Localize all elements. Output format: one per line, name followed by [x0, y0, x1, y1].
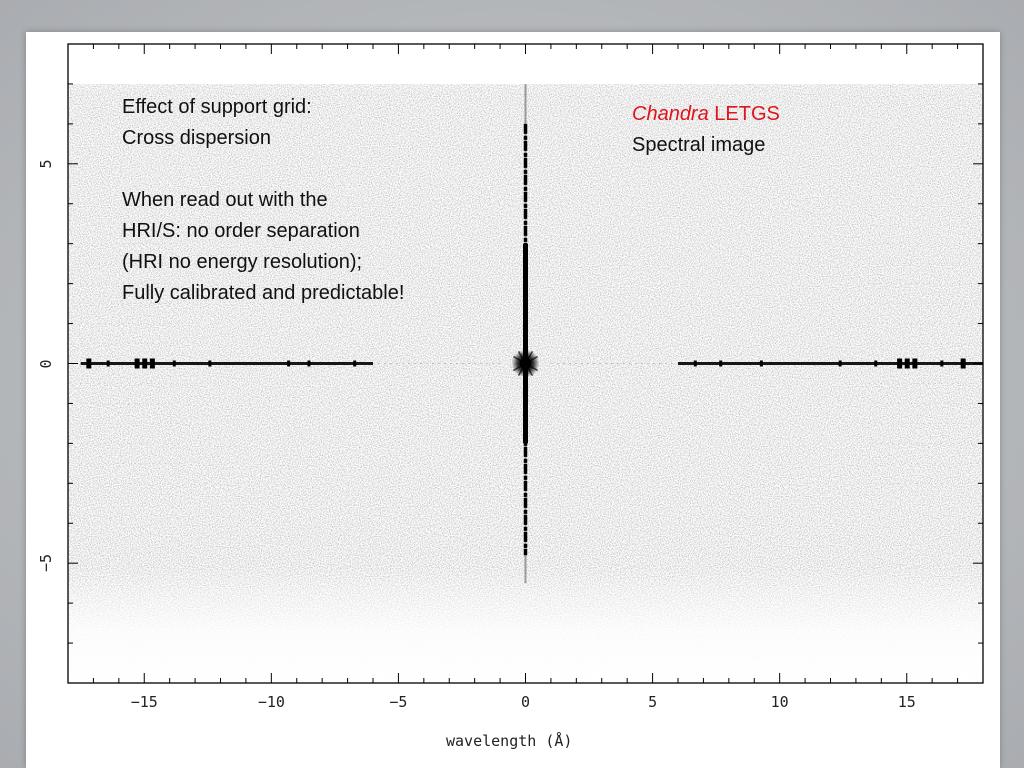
annotation-body-line4: Fully calibrated and predictable! [122, 282, 405, 304]
emission-line-knot [149, 358, 155, 369]
annotation-support-grid: Effect of support grid: Cross dispersion… [122, 92, 502, 309]
x-tick-label: −15 [130, 693, 158, 711]
emission-line-knot [874, 360, 878, 367]
x-tick-label: 15 [897, 693, 916, 711]
emission-line-knot [134, 358, 140, 369]
emission-line-knot [86, 358, 92, 369]
y-tick-label: 5 [37, 159, 55, 169]
emission-line-knot [759, 360, 763, 367]
emission-line-knot [897, 358, 903, 369]
instrument-subtitle: Spectral image [632, 134, 766, 156]
y-tick-label: 0 [37, 358, 55, 369]
emission-line-knot [940, 360, 944, 367]
emission-line-knot [904, 358, 910, 369]
x-axis-label: wavelength (Å) [446, 732, 573, 750]
annotation-heading-line1: Effect of support grid: [122, 96, 312, 118]
annotation-body-line2: HRI/S: no order separation [122, 220, 360, 242]
spectral-image-figure: −15 −10 −5 0 5 10 15 −5 0 5 wavelength (Å) [26, 32, 1000, 768]
emission-line-knot [693, 360, 697, 367]
annotation-heading-line2: Cross dispersion [122, 127, 271, 149]
instrument-name: Chandra [632, 103, 709, 125]
emission-line-knot [838, 360, 842, 367]
plot-canvas [67, 43, 984, 684]
x-tick-label: −5 [389, 693, 408, 711]
instrument-suffix: LETGS [708, 103, 780, 125]
emission-line-knot [960, 358, 966, 369]
emission-line-knot [912, 358, 918, 369]
emission-line-knot [106, 360, 110, 367]
emission-line-knot [142, 358, 148, 369]
slide: −15 −10 −5 0 5 10 15 −5 0 5 wavelength (Å) Effect… [26, 32, 1000, 768]
x-tick-label: 0 [521, 693, 531, 711]
x-tick-label: 5 [648, 693, 658, 711]
emission-line-knot [719, 360, 723, 367]
annotation-body-line3: (HRI no energy resolution); [122, 251, 363, 273]
emission-line-knot [208, 360, 212, 367]
emission-line-knot [353, 360, 357, 367]
annotation-instrument: Chandra LETGS Spectral image [632, 99, 862, 161]
emission-line-knot [307, 360, 311, 367]
x-tick-label: −10 [257, 693, 285, 711]
zeroth-order-spike [513, 355, 538, 372]
y-tick-label: −5 [37, 554, 55, 573]
instrument-title: Chandra LETGS [632, 99, 862, 130]
x-tick-label: 10 [770, 693, 789, 711]
plot-layer [67, 43, 984, 684]
emission-line-knot [287, 360, 291, 367]
emission-line-knot [172, 360, 176, 367]
annotation-body-line1: When read out with the [122, 189, 328, 211]
